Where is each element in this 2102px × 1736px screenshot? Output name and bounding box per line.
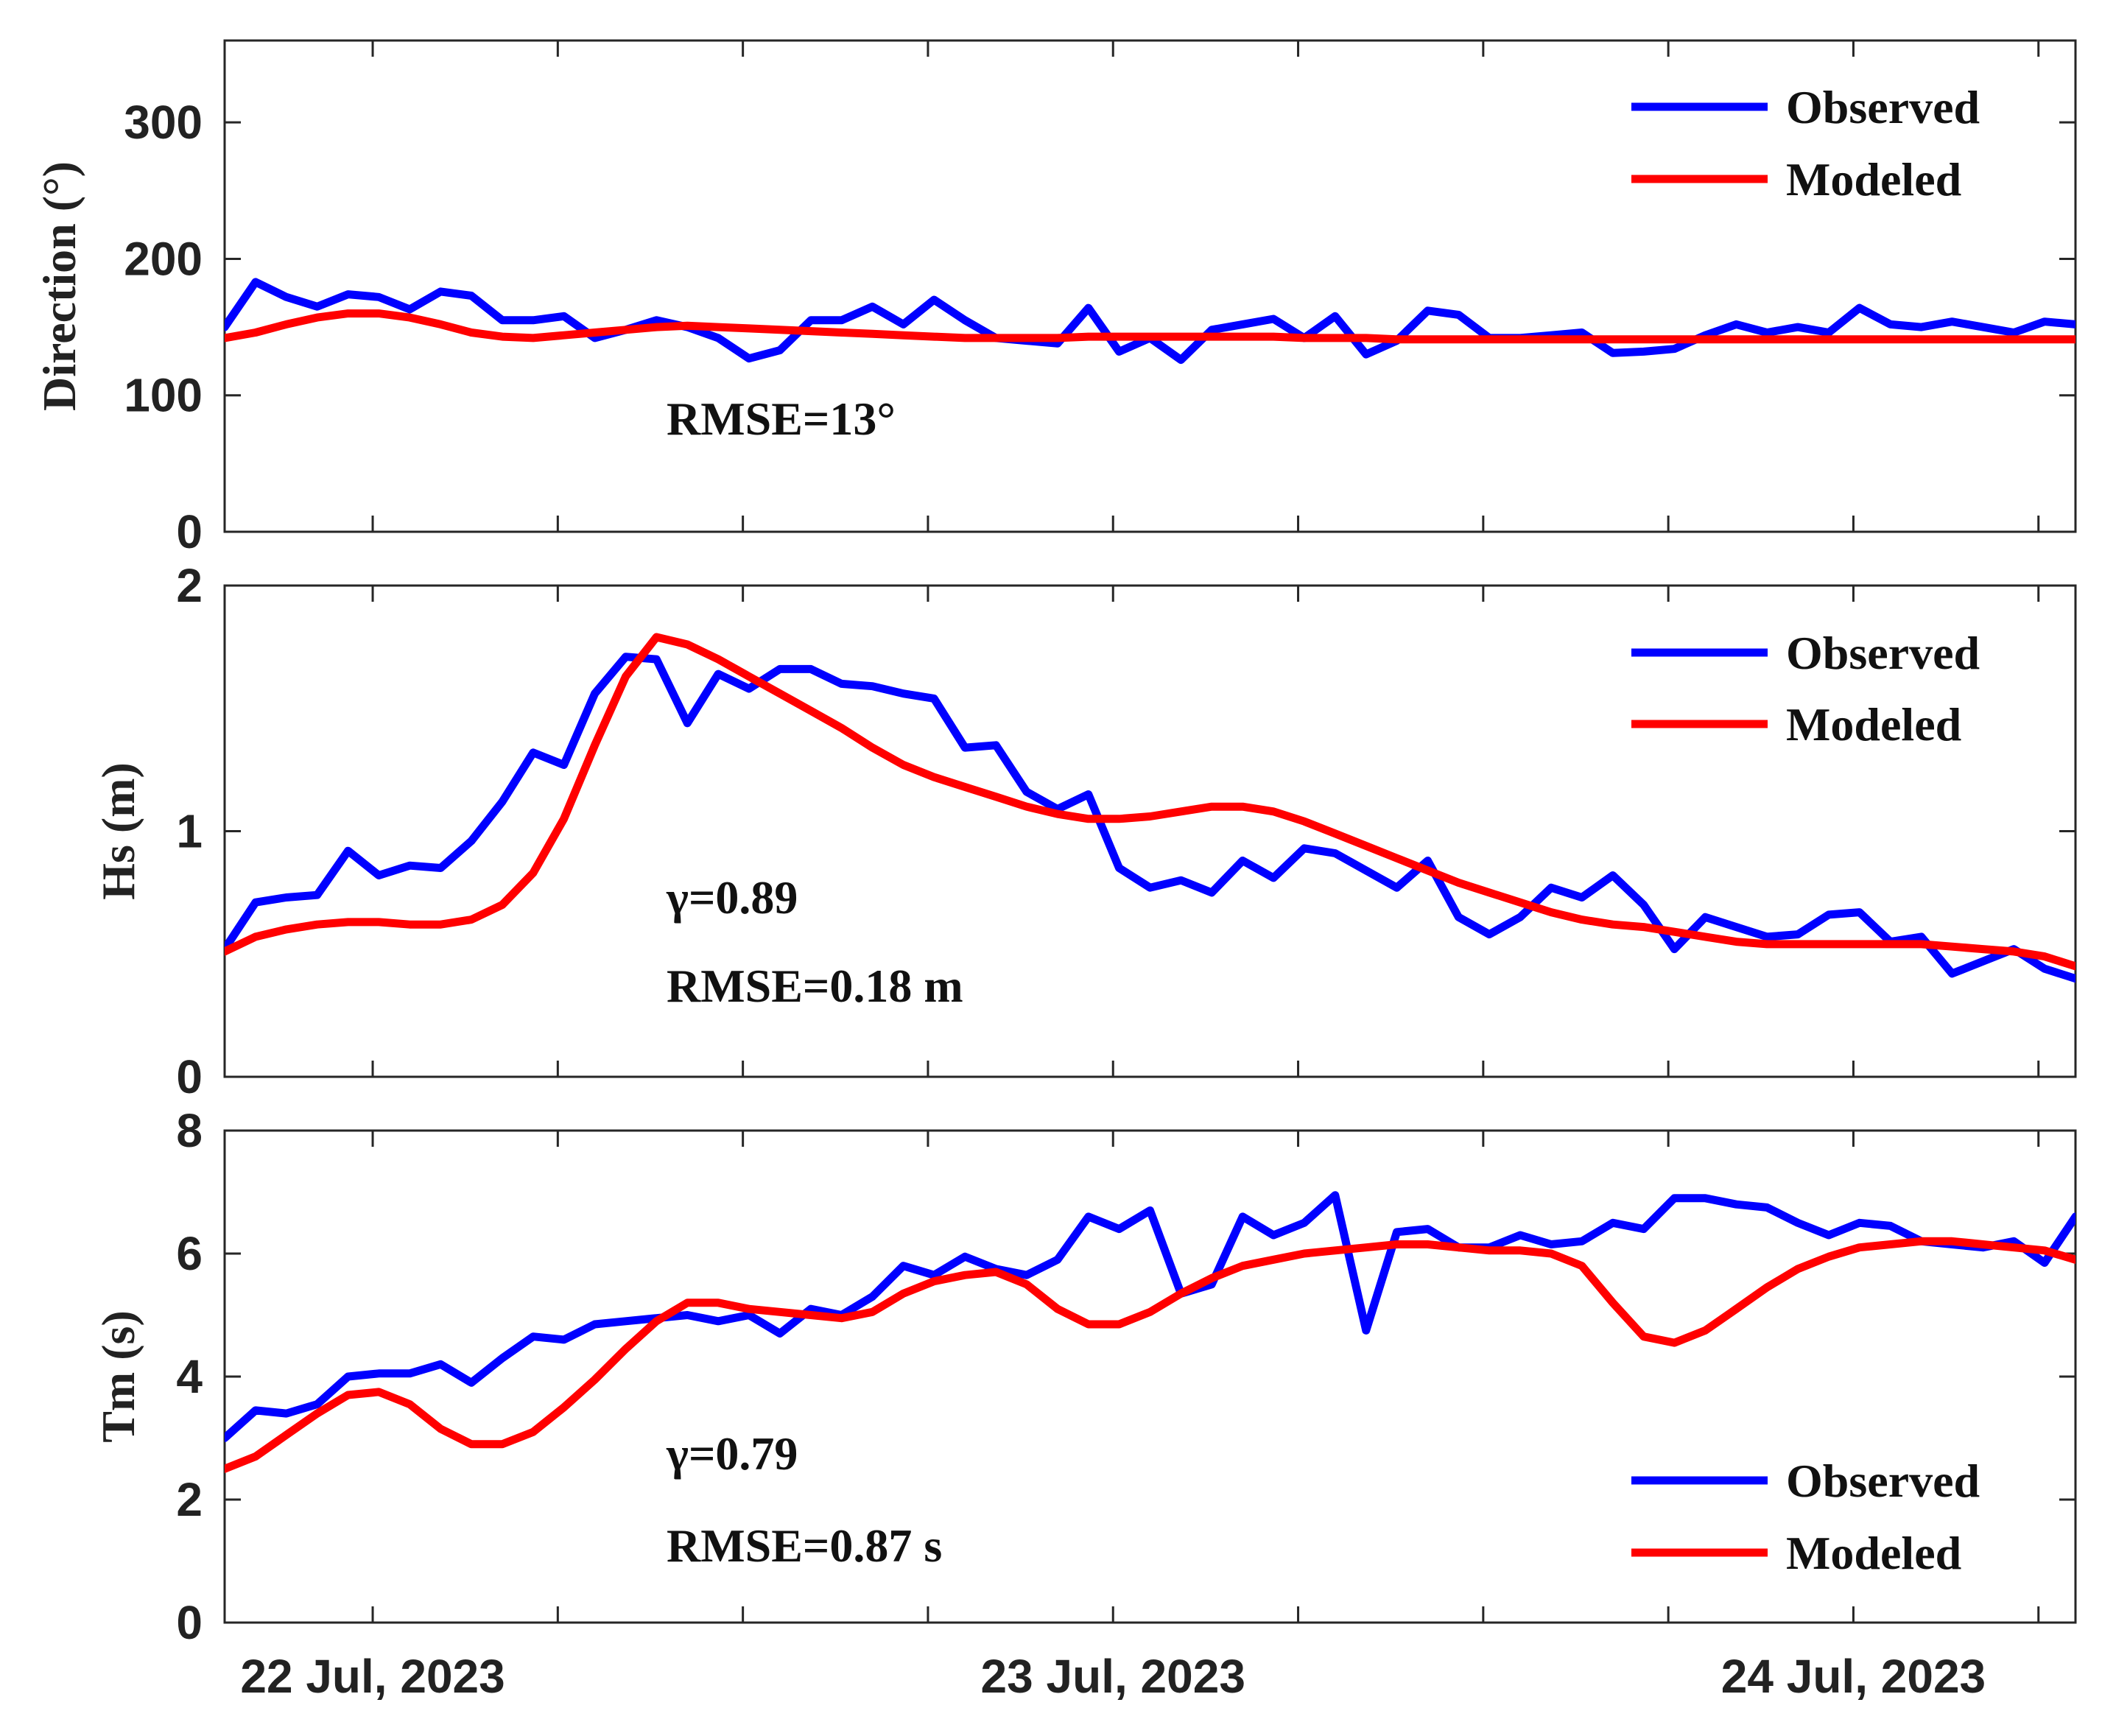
annotation: RMSE=13° xyxy=(667,393,896,445)
y-tick-label: 0 xyxy=(176,505,203,558)
legend-entry-observed: Observed xyxy=(1786,81,1980,133)
y-tick-label: 8 xyxy=(176,1104,203,1157)
axes-frame xyxy=(223,584,2077,1078)
y-tick-label: 1 xyxy=(176,805,203,858)
series-line-modeled xyxy=(225,1237,2075,1473)
series-line-observed xyxy=(225,1191,2075,1442)
legend-entry-modeled: Modeled xyxy=(1786,698,1961,751)
y-axis-title: Direction (°) xyxy=(33,161,85,411)
x-tick-label: 22 Jul, 2023 xyxy=(240,1650,505,1703)
y-tick-label: 100 xyxy=(124,369,203,422)
y-tick-label: 0 xyxy=(176,1050,203,1103)
legend-entry-modeled: Modeled xyxy=(1786,1527,1961,1579)
panel-hs: 0 1 2 Hs (m) γ=0.89 RMSE=0.18 m Observed Modele… xyxy=(92,559,2077,1103)
series-line-observed xyxy=(225,653,2075,983)
x-tick-label: 24 Jul, 2023 xyxy=(1721,1650,1986,1703)
y-tick-label: 2 xyxy=(176,1473,203,1526)
y-axis-title: Tm (s) xyxy=(92,1310,144,1443)
y-tick-label: 300 xyxy=(124,96,203,149)
legend-entry-observed: Observed xyxy=(1786,1455,1980,1507)
legend: Observed Modeled xyxy=(1631,1455,1980,1579)
annotation: γ=0.89 xyxy=(666,871,798,924)
axes-frame xyxy=(223,39,2077,533)
annotation: RMSE=0.18 m xyxy=(667,960,963,1012)
y-tick-label: 4 xyxy=(176,1350,203,1403)
legend-entry-modeled: Modeled xyxy=(1786,153,1961,205)
legend: Observed Modeled xyxy=(1631,81,1980,205)
y-axis-title: Hs (m) xyxy=(92,762,144,900)
series-line-modeled xyxy=(225,309,2075,344)
panel-direction: 0 100 200 300 Direction (°) RMSE=13° Observed M… xyxy=(33,39,2077,558)
y-tick-label: 6 xyxy=(176,1227,203,1280)
panel-tm: 0 2 4 6 8 Tm (s) γ=0.79 RMSE=0.87 s Observed Mode… xyxy=(92,1104,2077,1703)
annotation: RMSE=0.87 s xyxy=(667,1519,942,1572)
series-line-modeled xyxy=(225,633,2075,971)
x-tick-label: 23 Jul, 2023 xyxy=(981,1650,1245,1703)
y-tick-label: 0 xyxy=(176,1596,203,1649)
y-tick-label: 200 xyxy=(124,232,203,285)
annotation: γ=0.79 xyxy=(666,1427,798,1480)
y-tick-label: 2 xyxy=(176,559,203,612)
legend-entry-observed: Observed xyxy=(1786,627,1980,679)
legend: Observed Modeled xyxy=(1631,627,1980,751)
